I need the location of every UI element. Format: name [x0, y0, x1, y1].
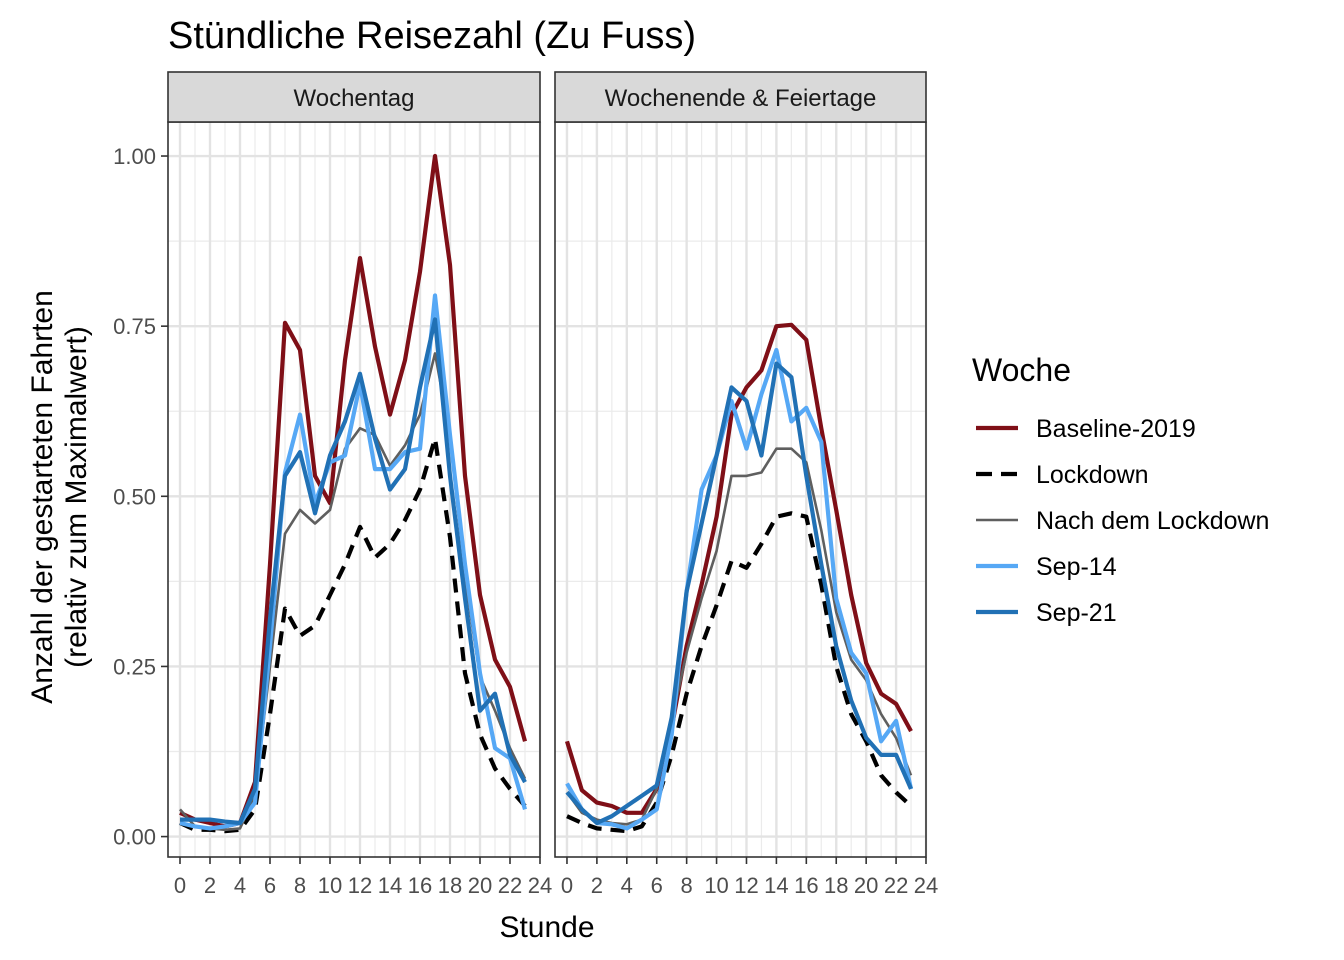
- legend: Woche Baseline-2019 Lockdown Nach dem Lock…: [972, 352, 1269, 627]
- chart-title: Stündliche Reisezahl (Zu Fuss): [168, 15, 696, 57]
- facet-strip: [167, 71, 541, 123]
- x-tick-label: 4: [621, 873, 633, 898]
- y-axis-title-line-1: Anzahl der gestarteten Fahrten: [26, 290, 59, 704]
- y-tick-label: 0.50: [113, 484, 156, 509]
- x-tick-label: 8: [294, 873, 306, 898]
- y-tick-label: 0.25: [113, 654, 156, 679]
- x-tick-label: 14: [378, 873, 402, 898]
- x-tick-label: 16: [408, 873, 432, 898]
- series-line-lockdown: [566, 511, 913, 834]
- legend-title: Woche: [972, 352, 1071, 388]
- facet-strip-label: Wochenende & Feiertage: [605, 85, 877, 112]
- y-tick-label: 1.00: [113, 144, 156, 169]
- panel-background: [168, 122, 540, 857]
- facet-strip: [554, 71, 927, 123]
- x-tick-label: 12: [348, 873, 372, 898]
- legend-label-sep-21: Sep-21: [1036, 599, 1117, 627]
- legend-label-lockdown: Lockdown: [1036, 461, 1149, 489]
- y-tick-label: 0.75: [113, 314, 156, 339]
- series-line-sep-14: [565, 347, 914, 831]
- facet-strip-label: Wochentag: [294, 85, 415, 112]
- x-tick-label: 8: [681, 873, 693, 898]
- x-tick-label: 24: [914, 873, 938, 898]
- legend-label-sep-14: Sep-14: [1036, 553, 1117, 581]
- x-tick-label: 22: [884, 873, 908, 898]
- series-line-baseline-2019: [564, 322, 913, 815]
- series-line-nach-dem-lockdown: [565, 447, 913, 826]
- x-tick-label: 0: [561, 873, 573, 898]
- series-line-lockdown: [179, 436, 527, 834]
- x-tick-label: 20: [854, 873, 878, 898]
- x-tick-label: 4: [234, 873, 246, 898]
- x-tick-label: 0: [174, 873, 186, 898]
- x-tick-label: 22: [498, 873, 522, 898]
- x-tick-label: 16: [794, 873, 818, 898]
- x-tick-label: 12: [734, 873, 758, 898]
- x-tick-label: 24: [528, 873, 552, 898]
- x-tick-label: 10: [318, 873, 342, 898]
- series-line-sep-21: [565, 361, 913, 826]
- legend-label-nach-dem-lockdown: Nach dem Lockdown: [1036, 507, 1269, 535]
- x-tick-label: 6: [651, 873, 663, 898]
- y-axis-title: Anzahl der gestarteten Fahrten (relativ …: [26, 290, 93, 704]
- x-tick-label: 2: [591, 873, 603, 898]
- x-tick-label: 6: [264, 873, 276, 898]
- x-tick-label: 14: [764, 873, 788, 898]
- x-tick-label: 18: [824, 873, 848, 898]
- legend-label-baseline-2019: Baseline-2019: [1036, 415, 1196, 443]
- panel-background: [555, 122, 926, 857]
- series-line-sep-21: [180, 317, 527, 826]
- x-tick-label: 18: [438, 873, 462, 898]
- x-axis-title: Stunde: [499, 911, 594, 944]
- y-axis-title-line-2: (relativ zum Maximalwert): [60, 326, 93, 668]
- x-tick-label: 2: [204, 873, 216, 898]
- x-tick-label: 10: [704, 873, 728, 898]
- y-tick-label: 0.00: [113, 825, 156, 850]
- x-tick-label: 20: [468, 873, 492, 898]
